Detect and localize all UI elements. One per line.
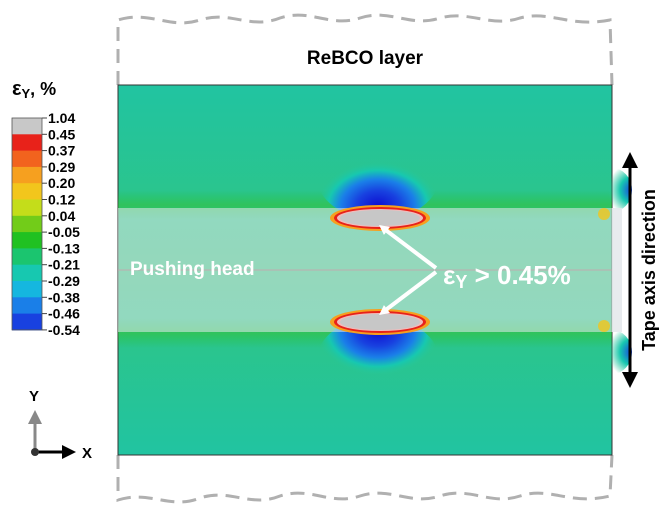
legend-label: -0.13: [48, 240, 80, 256]
pushing-head-label: Pushing head: [130, 259, 255, 280]
y-axis-label: Y: [29, 388, 39, 405]
legend-label: -0.21: [48, 257, 80, 273]
legend-label: -0.54: [48, 322, 80, 338]
legend-label: 0.04: [48, 208, 75, 224]
legend-swatch: [12, 166, 42, 184]
legend-swatch: [12, 313, 42, 331]
legend-label: 0.29: [48, 159, 75, 175]
legend-swatch: [12, 118, 42, 135]
compressive-region-bottom: [316, 317, 440, 407]
legend-swatch: [12, 215, 42, 233]
strain-legend: εY, % 1.040.450.370.290.200.120.04-0.05-…: [11, 78, 80, 338]
annotation-arrow-bottom: [379, 270, 438, 316]
legend-swatch: [12, 134, 42, 152]
legend-label: 1.04: [48, 110, 75, 126]
legend-label: -0.38: [48, 289, 80, 305]
tape-axis-label: Tape axis direction: [639, 189, 659, 351]
dashed-outline: [116, 13, 614, 504]
legend-label: 0.20: [48, 175, 75, 191]
legend-label: 0.45: [48, 126, 75, 142]
x-axis-label: X: [82, 445, 92, 462]
compressive-region-top: [316, 130, 440, 220]
legend-label: 0.12: [48, 192, 75, 208]
legend-swatch: [12, 232, 42, 249]
legend-swatch: [12, 150, 42, 168]
legend-label: -0.46: [48, 306, 80, 322]
legend-swatch: [12, 248, 42, 266]
legend-swatch: [12, 297, 42, 315]
figure-title: ReBCO layer: [307, 48, 424, 69]
high-strain-region-top: [330, 205, 430, 231]
strain-annotation: εY > 0.45%: [443, 260, 571, 292]
legend-swatch: [12, 183, 42, 200]
coordinate-axes: Y X: [28, 388, 92, 462]
legend-swatch: [12, 199, 42, 217]
legend-swatch: [12, 264, 42, 282]
legend-swatch: [12, 281, 42, 298]
legend-label: -0.29: [48, 273, 80, 289]
annotation-arrow-top: [379, 224, 438, 270]
high-strain-region-bottom: [330, 309, 430, 335]
legend-title: εY, %: [12, 78, 56, 101]
legend-label: 0.37: [48, 143, 75, 159]
tape-axis-arrow: [622, 152, 638, 388]
legend-label: -0.05: [48, 224, 80, 240]
strain-panel: [117, 84, 632, 456]
